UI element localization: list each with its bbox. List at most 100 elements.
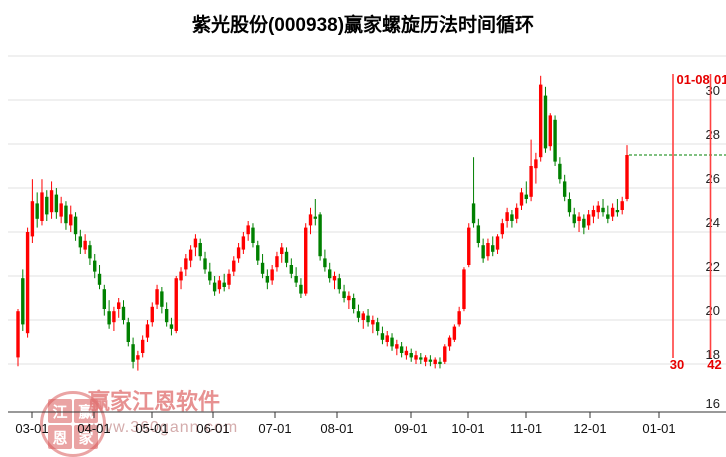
candle-body — [107, 311, 111, 325]
candle-body — [538, 84, 543, 158]
candle-body — [356, 311, 361, 318]
candle-body — [375, 322, 380, 331]
candle-body — [83, 240, 87, 250]
candle-body — [529, 166, 533, 197]
y-axis-label: 28 — [706, 127, 720, 142]
y-axis-label: 18 — [706, 347, 720, 362]
candle-body — [515, 207, 519, 219]
candle-body — [69, 214, 73, 226]
candle-body — [193, 238, 198, 248]
cycle-count-label: 42 — [707, 357, 721, 372]
x-axis-label: 05-01 — [135, 421, 168, 436]
seal-char: 家 — [74, 425, 98, 449]
candle-body — [505, 212, 509, 221]
candle-body — [304, 227, 308, 294]
candle-body — [423, 357, 428, 362]
y-axis-label: 22 — [706, 259, 720, 274]
candle-body — [299, 284, 303, 294]
candle-body — [212, 282, 217, 292]
candle-body — [49, 190, 54, 213]
x-axis-label: 03-01 — [15, 421, 48, 436]
candle-body — [232, 260, 236, 272]
cycle-count-label: 30 — [670, 357, 684, 372]
candle-body — [327, 269, 332, 279]
watermark-text: 赢家江恩软件 www.360gann.com — [88, 384, 238, 437]
candle-body — [491, 245, 495, 252]
candle-body — [510, 214, 514, 221]
watermark-seal-logo: 江 赢 恩 家 — [40, 391, 106, 457]
candle-body — [625, 155, 629, 199]
candle-body — [620, 201, 624, 210]
candle-body — [265, 276, 270, 283]
candle-body — [78, 236, 83, 248]
candle-body — [136, 355, 140, 360]
x-axis-label: 10-01 — [451, 421, 484, 436]
candle-body — [117, 302, 121, 309]
candle-body — [601, 207, 605, 213]
candle-body — [222, 282, 226, 287]
candle-body — [332, 276, 337, 281]
candle-body — [198, 243, 202, 257]
candle-body — [500, 223, 505, 235]
candle-body — [174, 278, 178, 331]
candle-body — [390, 337, 394, 347]
candle-body — [562, 181, 567, 197]
cycle-date-label: 01- — [714, 72, 726, 87]
x-axis-label: 12-01 — [573, 421, 606, 436]
candle-body — [217, 280, 222, 290]
candle-body — [275, 256, 279, 268]
candle-body — [227, 273, 231, 285]
candle-body — [543, 95, 548, 149]
candle-body — [366, 315, 370, 323]
candle-body — [236, 247, 241, 259]
chart-title: 紫光股份(000938)赢家螺旋历法时间循环 — [191, 15, 535, 36]
candle-body — [582, 218, 586, 228]
candle-body — [30, 201, 35, 237]
candle-body — [318, 214, 322, 257]
candle-body — [289, 265, 294, 274]
candle-body — [447, 337, 452, 347]
candle-body — [596, 205, 600, 213]
x-axis-label: 01-01 — [642, 421, 675, 436]
x-axis-label: 04-01 — [77, 421, 110, 436]
candle-body — [208, 271, 212, 281]
candle-body — [347, 295, 351, 301]
candle-body — [481, 245, 485, 259]
watermark-url: www.360gann.com — [88, 419, 239, 436]
candle-body — [337, 278, 341, 290]
candle-body — [88, 245, 92, 259]
candle-body — [471, 203, 476, 224]
candle-body — [553, 119, 557, 162]
candle-body — [519, 192, 524, 206]
candle-body — [246, 225, 250, 235]
candle-body — [342, 291, 346, 298]
candle-body — [615, 210, 620, 213]
candle-body — [308, 214, 313, 226]
candle-body — [35, 203, 39, 219]
candle-body — [260, 262, 265, 274]
candle-body — [467, 227, 471, 265]
candle-body — [399, 346, 404, 353]
candle-body — [591, 210, 596, 217]
candle-body — [97, 273, 102, 285]
candle-body — [409, 353, 413, 358]
candle-body — [160, 291, 164, 307]
candle-body — [419, 357, 423, 360]
candle-body — [145, 324, 150, 338]
candle-body — [188, 249, 193, 261]
x-axis-label: 09-01 — [394, 421, 427, 436]
candle-body — [54, 194, 59, 213]
candle-body — [462, 269, 466, 309]
y-axis-label: 30 — [706, 83, 720, 98]
candle-body — [131, 344, 135, 362]
candle-body — [457, 311, 461, 325]
candle-body — [121, 306, 126, 320]
candle-body — [284, 251, 289, 263]
candle-body — [586, 214, 591, 226]
candle-body — [495, 236, 500, 250]
seal-characters: 江 赢 恩 家 — [48, 399, 98, 449]
candle-body — [524, 194, 528, 199]
candle-body — [452, 326, 457, 340]
candle-body — [567, 199, 572, 213]
